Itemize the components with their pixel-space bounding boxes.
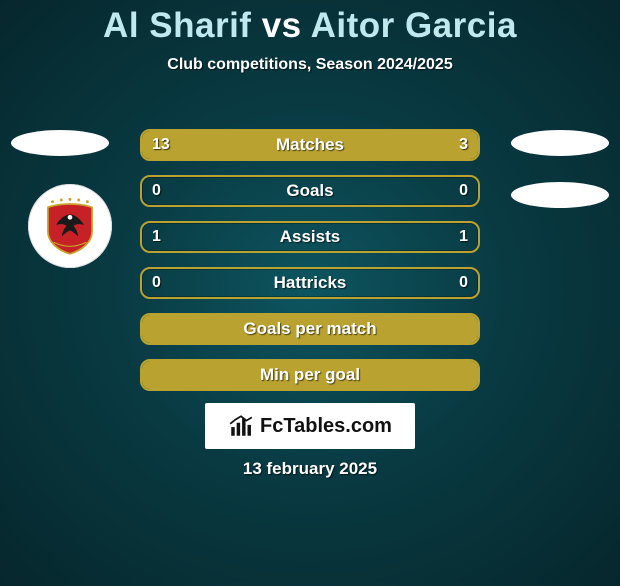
stat-row: Goals per match <box>140 313 480 345</box>
stat-row: Min per goal <box>140 359 480 391</box>
stat-value-right: 0 <box>459 175 468 207</box>
stat-label: Min per goal <box>140 359 480 391</box>
stat-label: Hattricks <box>140 267 480 299</box>
vs-label: vs <box>262 6 302 45</box>
stat-label: Assists <box>140 221 480 253</box>
stat-value-right: 1 <box>459 221 468 253</box>
stat-value-right: 3 <box>459 129 468 161</box>
stat-value-left: 1 <box>152 221 161 253</box>
stat-value-left: 0 <box>152 267 161 299</box>
stat-row: Matches13 3 <box>140 129 480 161</box>
stat-value-left: 13 <box>152 129 170 161</box>
player2-photo-placeholder <box>511 130 609 156</box>
subtitle: Club competitions, Season 2024/2025 <box>0 56 620 74</box>
stat-row: Goals0 0 <box>140 175 480 207</box>
page-title: Al Sharif vs Aitor Garcia <box>0 6 620 46</box>
fctables-watermark: FcTables.com <box>205 403 415 449</box>
stat-label: Goals per match <box>140 313 480 345</box>
comparison-bars-container: Matches133Goals00Assists11Hattricks00Goa… <box>140 129 480 405</box>
al-ahly-badge-icon <box>41 197 99 255</box>
stat-label: Goals <box>140 175 480 207</box>
player2-name: Aitor Garcia <box>311 6 517 45</box>
date-label: 13 february 2025 <box>0 459 620 479</box>
stat-label: Matches <box>140 129 480 161</box>
chart-icon <box>228 413 254 439</box>
stat-value-right: 0 <box>459 267 468 299</box>
stat-row: Assists1 1 <box>140 221 480 253</box>
player1-photo-placeholder <box>11 130 109 156</box>
player2-club-placeholder <box>511 182 609 208</box>
player1-club-badge <box>28 184 112 268</box>
fctables-label: FcTables.com <box>260 415 392 438</box>
stat-row: Hattricks0 0 <box>140 267 480 299</box>
stat-value-left: 0 <box>152 175 161 207</box>
player1-name: Al Sharif <box>103 6 251 45</box>
